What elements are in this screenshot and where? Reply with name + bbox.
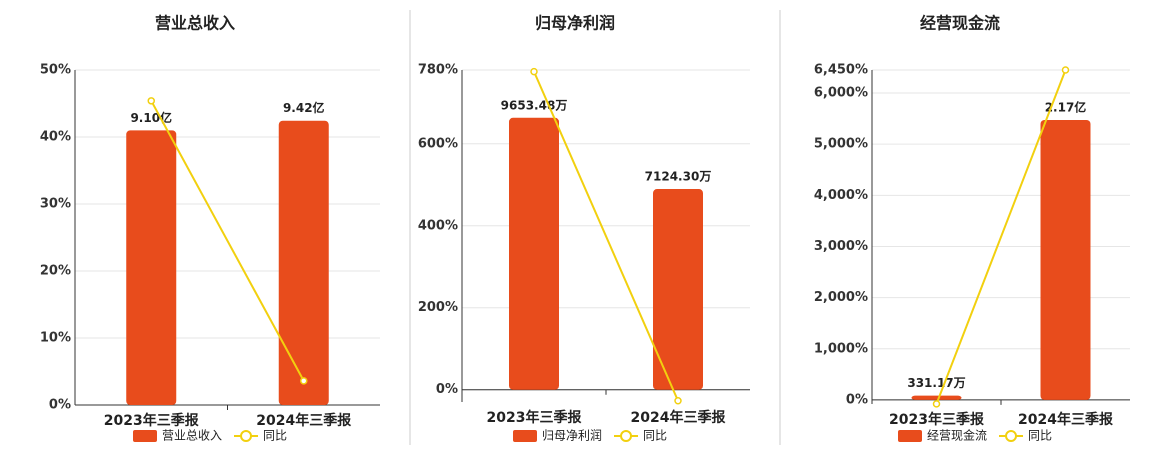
bar-value-label: 9653.48万: [501, 98, 568, 112]
y-tick-label: 5,000%: [814, 137, 868, 152]
y-tick-label: 30%: [40, 197, 71, 212]
line-point: [932, 400, 941, 408]
y-tick-label: 600%: [418, 136, 458, 151]
y-tick-label: 3,000%: [814, 239, 868, 254]
y-tick-label: 1,000%: [814, 341, 868, 356]
legend-swatch: [898, 430, 922, 442]
legend-label: 同比: [263, 429, 287, 443]
bar: [911, 395, 962, 400]
line: [935, 69, 1067, 405]
y-tick-label: 400%: [418, 218, 458, 233]
legend-swatch: [1005, 430, 1018, 442]
line-point: [1061, 66, 1070, 74]
bar: [278, 120, 329, 406]
y-tick-label: 0%: [846, 392, 868, 407]
x-tick-label: 2023年三季报: [487, 409, 582, 426]
line-point: [530, 67, 538, 76]
y-tick-label: 6,450%: [814, 63, 868, 78]
y-tick-label: 0%: [49, 398, 71, 413]
bar: [653, 189, 703, 390]
legend-label: 经营现金流: [927, 428, 987, 443]
y-tick-label: 0%: [436, 382, 458, 397]
line-point: [674, 397, 682, 405]
y-tick-label: 4,000%: [814, 188, 868, 203]
y-tick-label: 40%: [40, 130, 71, 145]
y-tick-label: 200%: [418, 300, 458, 315]
bar-value-label: 7124.30万: [645, 170, 712, 184]
legend-swatch: [620, 430, 633, 442]
bar-value-label: 9.42亿: [283, 100, 325, 115]
y-tick-label: 780%: [418, 63, 458, 78]
line-point: [147, 97, 155, 105]
x-tick-label: 2024年三季报: [256, 412, 351, 429]
legend-swatch: [133, 430, 157, 442]
chart-title: 经营现金流: [920, 14, 1000, 33]
y-tick-label: 2,000%: [814, 290, 868, 305]
legend-label: 同比: [1028, 429, 1052, 443]
bar: [126, 130, 177, 406]
y-tick-label: 10%: [40, 331, 71, 346]
chart-title: 营业总收入: [155, 14, 235, 33]
bar: [1040, 119, 1091, 400]
bar: [509, 117, 559, 390]
y-tick-label: 50%: [40, 63, 71, 78]
legend-swatch: [513, 430, 537, 442]
line: [533, 71, 679, 402]
x-tick-label: 2024年三季报: [631, 409, 726, 426]
legend-swatch: [240, 430, 253, 442]
legend-label: 归母净利润: [542, 429, 602, 443]
x-tick-label: 2023年三季报: [104, 412, 199, 429]
x-tick-label: 2024年三季报: [1018, 411, 1113, 428]
legend-label: 营业总收入: [162, 429, 222, 443]
line: [150, 100, 305, 382]
y-tick-label: 6,000%: [814, 86, 868, 101]
chart-title: 归母净利润: [535, 14, 615, 33]
y-tick-label: 20%: [40, 264, 71, 279]
bar-value-label: 2.17亿: [1045, 99, 1087, 114]
x-tick-label: 2023年三季报: [889, 411, 984, 428]
bar-value-label: 331.17万: [907, 376, 965, 390]
line-point: [300, 377, 308, 385]
legend-label: 同比: [643, 429, 667, 443]
bar-value-label: 9.10亿: [130, 110, 172, 125]
